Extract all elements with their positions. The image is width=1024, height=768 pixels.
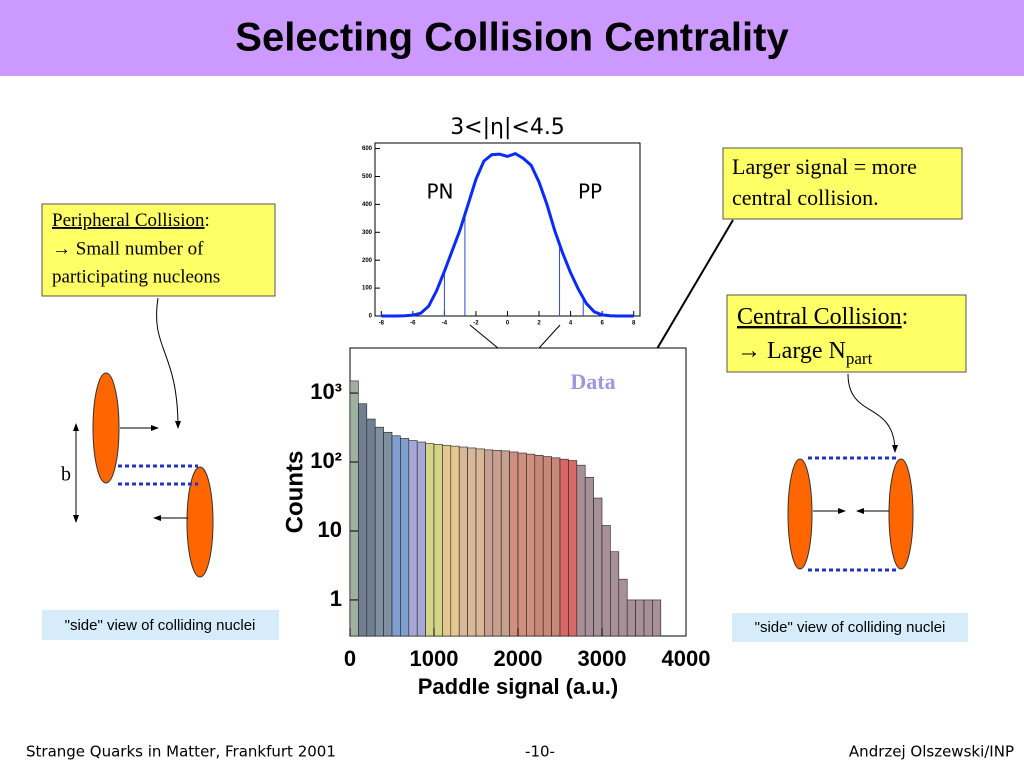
caption: "side" view of colliding nuclei <box>65 617 256 634</box>
y-axis-label: Counts <box>281 451 308 534</box>
x-tick-label: 8 <box>632 321 636 327</box>
callout-box <box>722 147 963 220</box>
y-tick-label: 10 <box>318 517 342 542</box>
callout-line: → Small number of <box>52 238 204 259</box>
annotation: PP <box>578 180 602 204</box>
bar <box>475 448 485 637</box>
x-tick-label: -8 <box>379 321 385 327</box>
bar <box>383 431 393 637</box>
y-tick-label: 300 <box>362 230 373 236</box>
footer-center: -10- <box>525 743 555 761</box>
x-tick-label: 0 <box>344 646 356 671</box>
x-tick-label: -2 <box>473 321 479 327</box>
y-tick-label: 400 <box>362 202 373 208</box>
x-tick-label: 4 <box>569 321 573 327</box>
nuclei-diagram <box>787 456 914 572</box>
y-tick-label: 600 <box>362 146 373 152</box>
nuclei-diagram <box>73 372 214 578</box>
x-tick-label: 1000 <box>410 646 459 671</box>
heading: Peripheral Collision <box>52 210 205 231</box>
bar <box>366 418 376 637</box>
callout-box <box>726 294 967 373</box>
bar <box>601 525 611 637</box>
bar <box>391 435 401 637</box>
x-tick-label: -6 <box>410 321 416 327</box>
bar <box>450 445 460 637</box>
bar <box>576 464 586 637</box>
heading: Central Collision <box>737 304 902 330</box>
bar <box>458 446 468 637</box>
bar <box>542 456 552 637</box>
bar <box>517 452 527 637</box>
callout-line: Larger signal = more <box>732 154 917 179</box>
bar <box>526 453 536 637</box>
x-tick-label: 0 <box>506 321 510 327</box>
caption: "side" view of colliding nuclei <box>755 619 946 636</box>
bar <box>500 450 510 637</box>
bar <box>442 444 452 637</box>
bar <box>467 447 477 637</box>
annotation: PN <box>426 180 453 204</box>
callout-heading: Central Collision: <box>737 304 908 330</box>
x-tick-label: -4 <box>442 321 448 327</box>
line: → Large N <box>737 338 846 364</box>
y-tick-label: 200 <box>362 258 373 264</box>
bar <box>568 460 578 637</box>
caption-box <box>42 610 279 640</box>
y-tick-label: 10² <box>310 448 342 473</box>
bar <box>484 449 494 637</box>
callout-line: participating nucleons <box>52 266 220 287</box>
plot-frame <box>374 142 641 317</box>
footer-right: Andrzej Olszewski/INP <box>849 743 1014 761</box>
bar <box>425 443 435 637</box>
y-tick-label: 100 <box>362 286 373 292</box>
callout-heading: Peripheral Collision: <box>52 210 210 231</box>
inset-title: 3<|η|<4.5 <box>450 115 565 140</box>
y-tick-label: 500 <box>362 174 373 180</box>
slide-title: Selecting Collision Centrality <box>235 16 789 60</box>
bar <box>492 449 502 637</box>
title-band <box>0 0 1024 76</box>
bar <box>618 578 628 637</box>
bar <box>433 444 443 637</box>
caption-box <box>732 613 968 642</box>
y-tick-label: 10³ <box>310 379 342 404</box>
x-tick-label: 2000 <box>494 646 543 671</box>
bar <box>652 599 662 637</box>
bar <box>416 441 426 637</box>
y-tick-label: 1 <box>330 586 342 611</box>
heading-rest: : <box>205 210 210 231</box>
bar <box>349 380 359 637</box>
bar <box>593 497 603 637</box>
bar <box>400 438 410 637</box>
bar <box>643 599 653 637</box>
data-line <box>381 151 634 318</box>
bar <box>559 458 569 637</box>
bar <box>408 440 418 637</box>
bar <box>509 451 519 637</box>
impact-label: b <box>61 464 71 486</box>
bar <box>584 477 594 637</box>
callout-line: → Large Npart <box>737 338 873 368</box>
callout-line: central collision. <box>732 185 879 210</box>
x-tick-label: 6 <box>600 321 604 327</box>
x-tick-label: 4000 <box>662 646 711 671</box>
x-tick-label: 2 <box>537 321 541 327</box>
bar <box>358 403 368 637</box>
bar <box>374 426 384 637</box>
bar <box>610 551 620 637</box>
footer-left: Strange Quarks in Matter, Frankfurt 2001 <box>26 743 336 761</box>
annotation: Data <box>570 369 615 394</box>
heading-rest: : <box>902 304 909 330</box>
x-tick-label: 3000 <box>578 646 627 671</box>
y-tick-label: 0 <box>369 314 373 320</box>
bar <box>551 457 561 637</box>
subscript: part <box>846 349 873 368</box>
x-axis-label: Paddle signal (a.u.) <box>418 674 618 699</box>
bar <box>626 599 636 637</box>
callout-box <box>41 203 276 297</box>
bar <box>534 455 544 637</box>
bar <box>635 599 645 637</box>
